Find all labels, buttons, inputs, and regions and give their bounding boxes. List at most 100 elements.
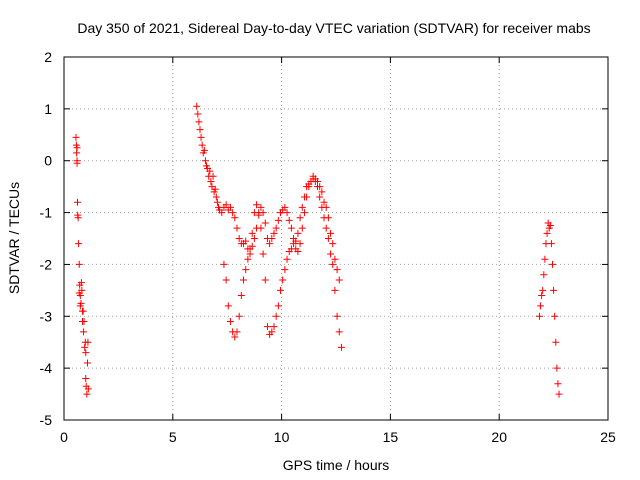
- data-point: [298, 224, 306, 232]
- data-point: [231, 214, 239, 222]
- data-point: [209, 172, 217, 180]
- data-point: [197, 133, 205, 141]
- data-point: [77, 279, 85, 287]
- data-point: [314, 177, 322, 185]
- x-tick-label: 5: [169, 429, 177, 445]
- data-point: [337, 343, 345, 351]
- data-point: [537, 302, 545, 310]
- data-point: [549, 260, 557, 268]
- data-point: [193, 102, 201, 110]
- y-tick-label: 0: [44, 153, 52, 169]
- data-point: [331, 286, 339, 294]
- data-point: [270, 229, 278, 237]
- grid: [64, 57, 608, 420]
- data-point: [81, 343, 89, 351]
- data-point: [201, 157, 209, 165]
- data-point: [80, 328, 88, 336]
- data-point: [307, 177, 315, 185]
- data-point: [551, 312, 559, 320]
- data-point: [333, 312, 341, 320]
- data-point: [292, 237, 300, 245]
- data-point: [287, 224, 295, 232]
- y-tick-label: -1: [40, 205, 53, 221]
- data-point: [198, 141, 206, 149]
- data-point: [539, 286, 547, 294]
- x-tick-label: 15: [383, 429, 399, 445]
- data-point: [538, 292, 546, 300]
- data-point: [248, 229, 256, 237]
- data-point: [84, 385, 92, 393]
- data-points: [72, 102, 563, 398]
- data-point: [73, 144, 81, 152]
- data-point: [547, 240, 555, 248]
- data-point: [240, 276, 248, 284]
- data-point: [272, 312, 280, 320]
- data-point: [300, 193, 308, 201]
- data-point: [274, 302, 282, 310]
- data-point: [222, 276, 230, 284]
- data-point: [324, 214, 332, 222]
- data-point: [235, 312, 243, 320]
- x-tick-label: 0: [60, 429, 68, 445]
- data-point: [322, 224, 330, 232]
- data-point: [287, 245, 295, 253]
- y-tick-label: -4: [40, 360, 53, 376]
- data-point: [73, 198, 81, 206]
- data-point: [257, 224, 265, 232]
- plot-frame: [63, 56, 609, 421]
- data-point: [279, 276, 287, 284]
- data-point: [206, 167, 214, 175]
- data-point: [554, 380, 562, 388]
- data-point: [535, 312, 543, 320]
- x-tick-label: 20: [491, 429, 507, 445]
- data-point: [261, 219, 269, 227]
- data-point: [83, 390, 91, 398]
- data-point: [272, 224, 280, 232]
- data-point: [194, 110, 202, 118]
- data-point: [331, 255, 339, 263]
- data-point: [226, 317, 234, 325]
- data-point: [298, 203, 306, 211]
- data-point: [244, 255, 252, 263]
- data-point: [75, 240, 83, 248]
- x-tick-label: 10: [274, 429, 290, 445]
- data-point: [541, 255, 549, 263]
- data-point: [255, 209, 263, 217]
- data-point: [78, 286, 86, 294]
- data-point: [550, 286, 558, 294]
- data-point: [283, 255, 291, 263]
- data-point: [300, 209, 308, 217]
- y-tick-label: -3: [40, 308, 53, 324]
- data-point: [268, 235, 276, 242]
- data-point: [552, 338, 560, 346]
- data-point: [195, 118, 203, 126]
- data-point: [79, 307, 87, 315]
- data-point: [553, 364, 561, 372]
- data-point: [266, 240, 274, 248]
- data-point: [546, 222, 554, 230]
- data-point: [285, 216, 293, 224]
- data-point: [72, 133, 80, 141]
- data-point: [322, 203, 330, 211]
- data-point: [318, 188, 326, 196]
- data-point: [261, 276, 269, 284]
- axis-ticks: 0 5 10 15 20 25 -5 -4 -3 -2 -1 0 1 2: [40, 49, 616, 445]
- chart-title: Day 350 of 2021, Sidereal Day-to-day VTE…: [77, 20, 590, 36]
- data-point: [213, 198, 221, 206]
- data-point: [281, 266, 289, 274]
- data-point: [224, 302, 232, 310]
- data-point: [242, 266, 250, 274]
- y-tick-label: -2: [40, 256, 53, 272]
- data-point: [211, 185, 219, 193]
- data-point: [76, 292, 84, 300]
- x-axis-label: GPS time / hours: [283, 457, 390, 473]
- data-point: [316, 193, 324, 201]
- data-point: [294, 247, 302, 255]
- data-point: [229, 209, 237, 217]
- data-point: [75, 260, 83, 268]
- data-point: [327, 250, 335, 258]
- data-point: [84, 338, 92, 346]
- data-point: [80, 317, 88, 325]
- data-point: [82, 349, 90, 357]
